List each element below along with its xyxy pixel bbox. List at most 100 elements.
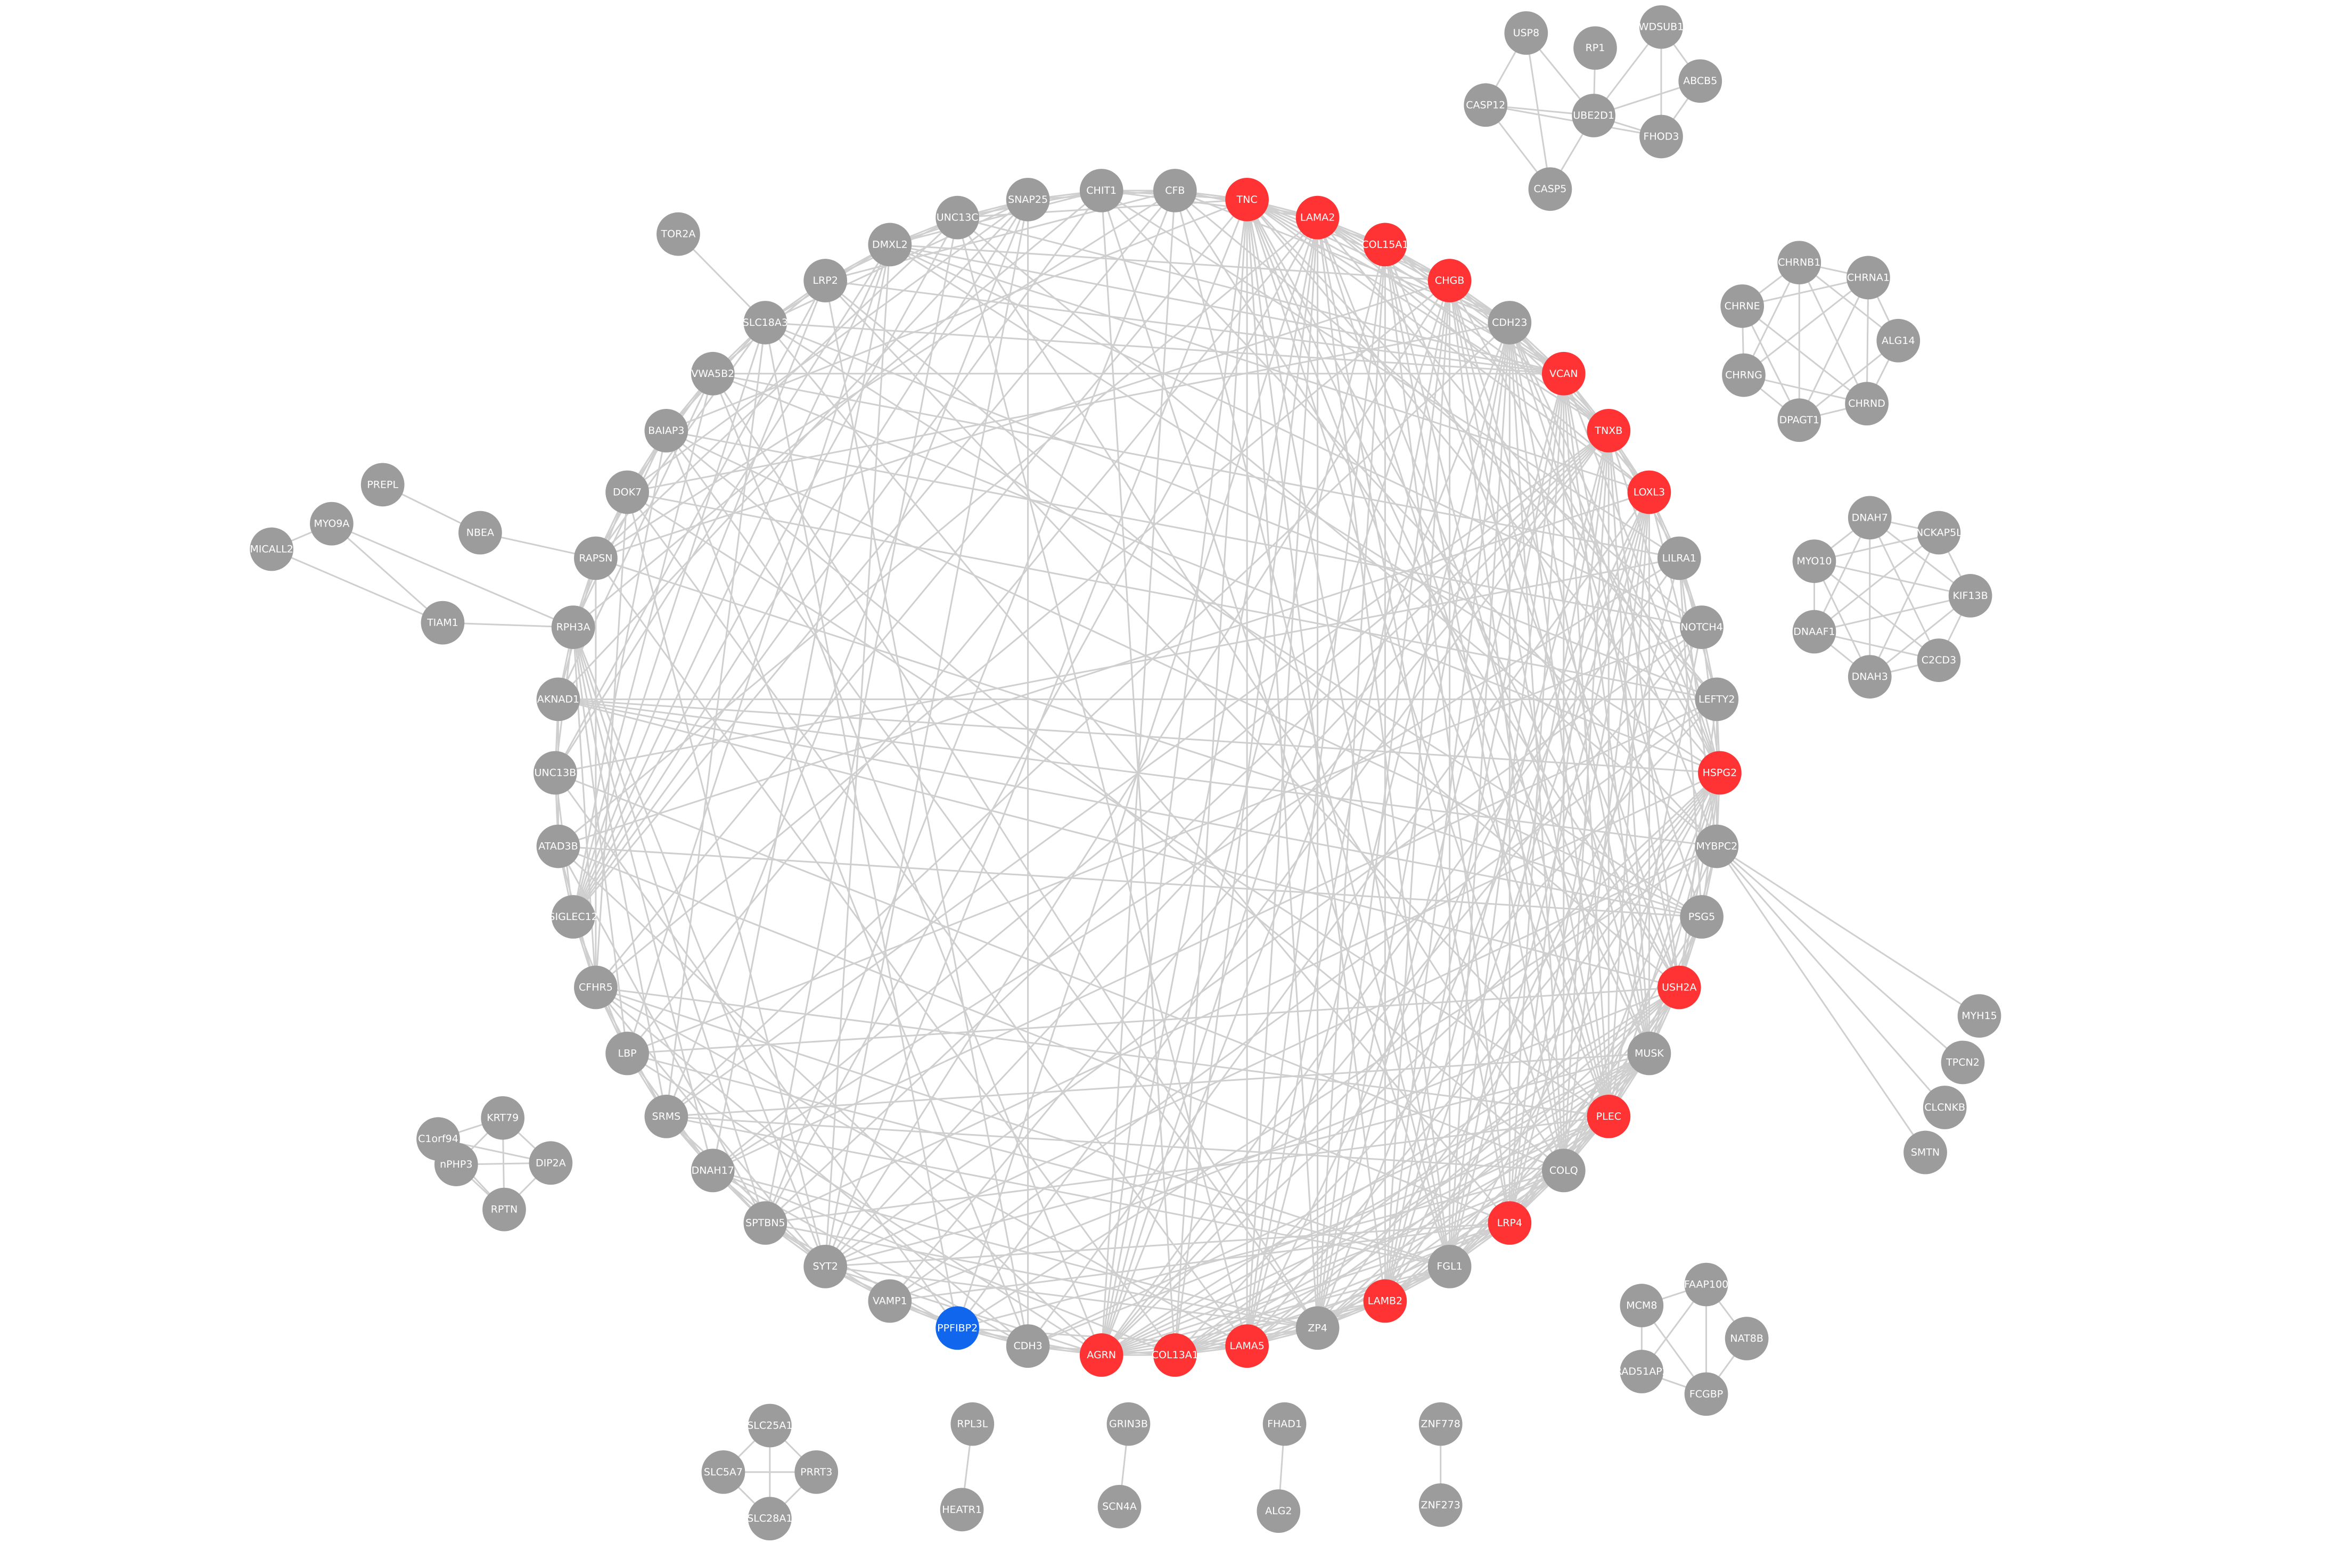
node-circle[interactable] (529, 1141, 573, 1185)
node-RAD51AP2[interactable]: RAD51AP2 (1615, 1350, 1669, 1393)
node-CHRND[interactable]: CHRND (1845, 382, 1889, 426)
node-DMXL2[interactable]: DMXL2 (868, 223, 912, 267)
node-LOXL3[interactable]: LOXL3 (1627, 470, 1671, 514)
node-circle[interactable] (1153, 169, 1197, 212)
node-CHRNG[interactable]: CHRNG (1722, 353, 1766, 397)
node-GRIN3B[interactable]: GRIN3B (1106, 1402, 1151, 1446)
node-circle[interactable] (1792, 610, 1836, 654)
node-circle[interactable] (1720, 284, 1765, 328)
node-C2CD3[interactable]: C2CD3 (1917, 638, 1961, 682)
node-SNAP25[interactable]: SNAP25 (1006, 177, 1050, 221)
node-circle[interactable] (1684, 1262, 1728, 1307)
node-circle[interactable] (1006, 1324, 1050, 1368)
node-circle[interactable] (743, 1201, 787, 1245)
node-circle[interactable] (1620, 1284, 1664, 1327)
node-circle[interactable] (250, 527, 293, 571)
node-VCAN[interactable]: VCAN (1541, 351, 1586, 396)
node-circle[interactable] (1363, 1279, 1407, 1323)
node-AKNAD1[interactable]: AKNAD1 (536, 677, 580, 721)
node-CHRNE[interactable]: CHRNE (1720, 284, 1765, 328)
node-CDH23[interactable]: CDH23 (1488, 301, 1532, 344)
node-circle[interactable] (1847, 256, 1890, 300)
node-circle[interactable] (605, 470, 649, 514)
node-circle[interactable] (1572, 94, 1616, 137)
node-PRRT3[interactable]: PRRT3 (794, 1450, 839, 1494)
node-circle[interactable] (536, 677, 580, 721)
node-circle[interactable] (1257, 1489, 1301, 1533)
node-circle[interactable] (868, 223, 912, 267)
node-DOK7[interactable]: DOK7 (605, 470, 649, 514)
node-circle[interactable] (1587, 1095, 1631, 1138)
node-NOTCH4[interactable]: NOTCH4 (1680, 605, 1724, 649)
node-circle[interactable] (1657, 536, 1701, 580)
node-circle[interactable] (1848, 496, 1892, 540)
node-DNAH7[interactable]: DNAH7 (1848, 496, 1892, 540)
node-circle[interactable] (940, 1488, 984, 1532)
node-circle[interactable] (1427, 1244, 1472, 1288)
node-UBE2D1[interactable]: UBE2D1 (1572, 94, 1616, 137)
node-DPAGT1[interactable]: DPAGT1 (1777, 398, 1821, 442)
node-CHGB[interactable]: CHGB (1427, 259, 1472, 302)
node-circle[interactable] (1698, 751, 1742, 795)
node-circle[interactable] (748, 1403, 792, 1448)
node-SCN4A[interactable]: SCN4A (1097, 1484, 1142, 1529)
node-LBP[interactable]: LBP (605, 1031, 649, 1076)
node-circle[interactable] (360, 463, 405, 507)
node-circle[interactable] (1097, 1484, 1142, 1529)
node-MYO9A[interactable]: MYO9A (310, 502, 354, 546)
node-nPHP3[interactable]: nPHP3 (434, 1143, 478, 1186)
node-DNAH17[interactable]: DNAH17 (691, 1148, 735, 1193)
node-circle[interactable] (1695, 824, 1739, 868)
node-MYH15[interactable]: MYH15 (1957, 994, 2001, 1038)
node-circle[interactable] (310, 502, 354, 546)
node-HSPG2[interactable]: HSPG2 (1698, 751, 1742, 795)
node-circle[interactable] (1541, 351, 1586, 396)
node-circle[interactable] (1777, 241, 1821, 285)
node-MUSK[interactable]: MUSK (1627, 1031, 1671, 1076)
node-SPTBN5[interactable]: SPTBN5 (743, 1201, 787, 1245)
node-USH2A[interactable]: USH2A (1657, 965, 1701, 1009)
node-SYT2[interactable]: SYT2 (803, 1244, 847, 1288)
node-circle[interactable] (1427, 259, 1472, 302)
node-circle[interactable] (1620, 1350, 1664, 1393)
node-circle[interactable] (691, 351, 735, 396)
node-CFHR5[interactable]: CFHR5 (574, 965, 618, 1009)
node-circle[interactable] (1295, 195, 1340, 240)
node-circle[interactable] (1903, 1130, 1947, 1175)
node-UNC13C[interactable]: UNC13C (935, 195, 980, 240)
node-circle[interactable] (1657, 965, 1701, 1009)
node-CLCNKB[interactable]: CLCNKB (1923, 1086, 1967, 1129)
node-LAMA2[interactable]: LAMA2 (1295, 195, 1340, 240)
node-circle[interactable] (1792, 539, 1836, 583)
node-circle[interactable] (1639, 5, 1683, 49)
node-circle[interactable] (1948, 574, 1992, 618)
node-circle[interactable] (1627, 470, 1671, 514)
node-SIGLEC12[interactable]: SIGLEC12 (548, 895, 598, 939)
node-circle[interactable] (536, 824, 580, 868)
node-circle[interactable] (748, 1497, 792, 1541)
node-LEFTY2[interactable]: LEFTY2 (1695, 677, 1739, 721)
node-circle[interactable] (1876, 318, 1921, 363)
node-ZNF273[interactable]: ZNF273 (1418, 1483, 1463, 1527)
node-FGL1[interactable]: FGL1 (1427, 1244, 1472, 1288)
node-NAT8B[interactable]: NAT8B (1725, 1317, 1769, 1360)
node-circle[interactable] (481, 1096, 525, 1140)
node-WDSUB1[interactable]: WDSUB1 (1639, 5, 1684, 49)
node-circle[interactable] (605, 1031, 649, 1076)
node-circle[interactable] (1225, 177, 1269, 221)
node-SLC5A7[interactable]: SLC5A7 (701, 1450, 745, 1494)
node-RPTN[interactable]: RPTN (482, 1187, 526, 1232)
node-circle[interactable] (1678, 59, 1722, 103)
node-ALG14[interactable]: ALG14 (1876, 318, 1921, 363)
node-circle[interactable] (701, 1450, 745, 1494)
node-circle[interactable] (1541, 1148, 1586, 1193)
node-KRT79[interactable]: KRT79 (481, 1096, 525, 1140)
node-circle[interactable] (1695, 677, 1739, 721)
node-PREPL[interactable]: PREPL (360, 463, 405, 507)
node-MICALL2[interactable]: MICALL2 (250, 527, 293, 571)
node-circle[interactable] (1627, 1031, 1671, 1076)
node-COL13A1[interactable]: COL13A1 (1152, 1333, 1199, 1377)
node-circle[interactable] (1153, 1333, 1197, 1377)
node-circle[interactable] (1917, 511, 1961, 555)
node-circle[interactable] (1106, 1402, 1151, 1446)
